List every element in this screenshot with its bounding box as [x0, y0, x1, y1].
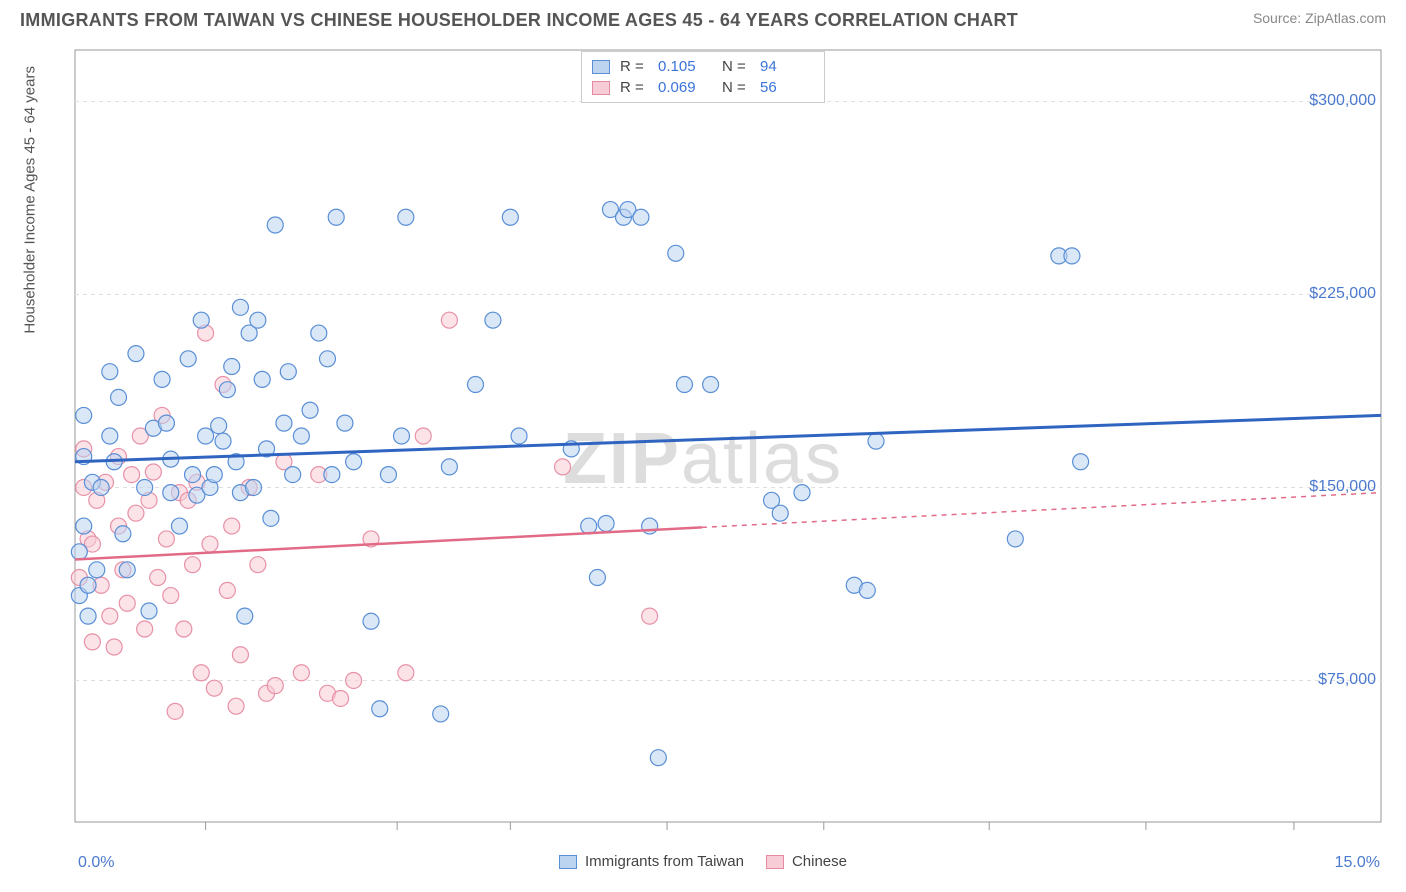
legend-r-value: 0.069: [658, 77, 712, 98]
legend-row: R = 0.069 N = 56: [592, 77, 814, 98]
legend-n-label: N =: [722, 77, 750, 98]
y-tick-label: $75,000: [1318, 671, 1376, 689]
x-axis-max: 15.0%: [1335, 854, 1380, 872]
y-tick-label: $300,000: [1309, 92, 1376, 110]
legend-r-value: 0.105: [658, 56, 712, 77]
legend-n-value: 56: [760, 77, 814, 98]
legend-swatch: [592, 81, 610, 95]
scatter-plot: [20, 45, 1386, 872]
legend-series: Immigrants from Taiwan Chinese: [559, 853, 847, 870]
legend-item: Chinese: [766, 853, 847, 870]
header: IMMIGRANTS FROM TAIWAN VS CHINESE HOUSEH…: [0, 0, 1406, 31]
legend-r-label: R =: [620, 77, 648, 98]
legend-swatch: [766, 855, 784, 869]
legend-n-value: 94: [760, 56, 814, 77]
chart-title: IMMIGRANTS FROM TAIWAN VS CHINESE HOUSEH…: [20, 10, 1018, 31]
legend-n-label: N =: [722, 56, 750, 77]
chart-area: Householder Income Ages 45 - 64 years ZI…: [20, 45, 1386, 872]
legend-swatch: [592, 60, 610, 74]
legend-label: Immigrants from Taiwan: [585, 853, 744, 870]
x-axis-min: 0.0%: [78, 854, 114, 872]
legend-swatch: [559, 855, 577, 869]
legend-item: Immigrants from Taiwan: [559, 853, 744, 870]
y-tick-label: $150,000: [1309, 478, 1376, 496]
source-label: Source: ZipAtlas.com: [1253, 10, 1386, 26]
legend-label: Chinese: [792, 853, 847, 870]
legend-row: R = 0.105 N = 94: [592, 56, 814, 77]
legend-r-label: R =: [620, 56, 648, 77]
legend-correlation: R = 0.105 N = 94 R = 0.069 N = 56: [581, 51, 825, 103]
y-tick-label: $225,000: [1309, 285, 1376, 303]
